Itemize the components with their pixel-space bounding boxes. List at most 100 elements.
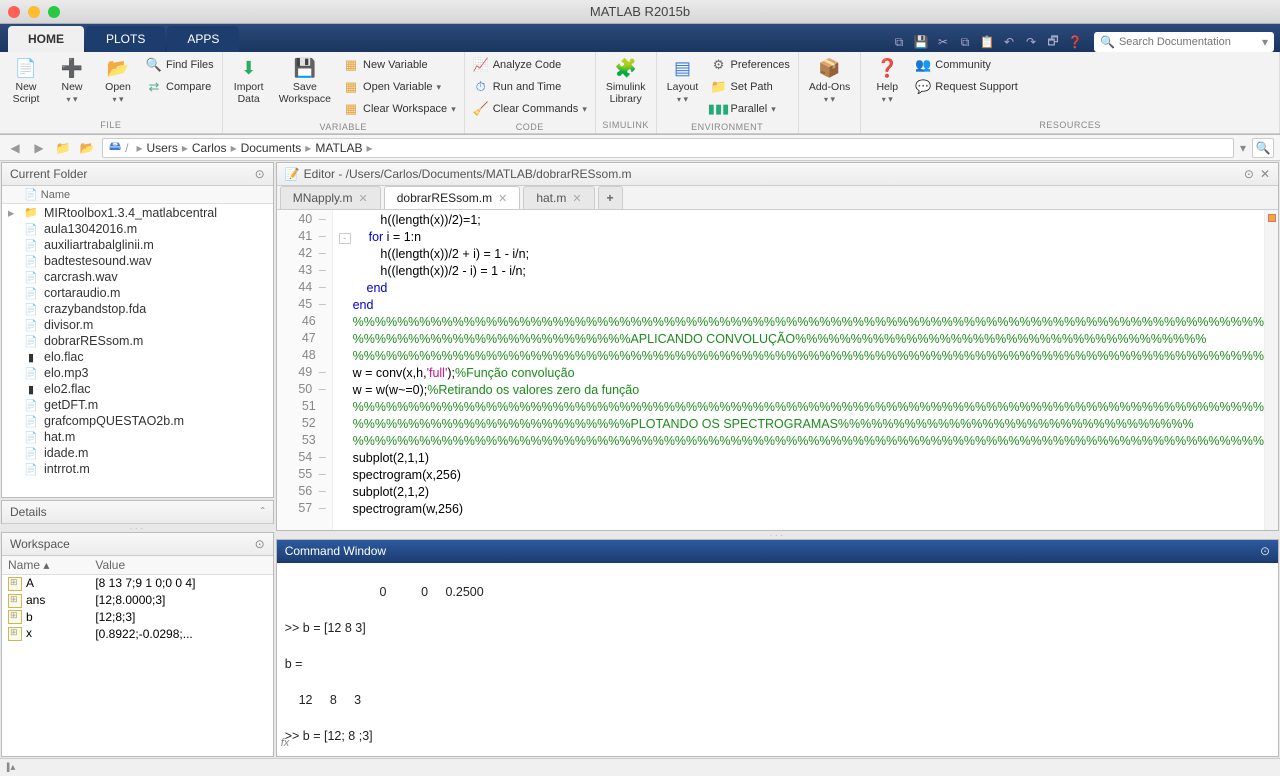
addons-button[interactable]: 📦 Add-Ons ▾ [803, 54, 856, 107]
code-line[interactable]: %%%%%%%%%%%%%%%%%%%%%%%%%%%%%%%%%%%%%%%%… [339, 433, 1264, 450]
workspace-row[interactable]: b[12;8;3] [2, 609, 273, 626]
find-files-button[interactable]: 🔍 Find Files [142, 54, 218, 76]
file-item[interactable]: 📄idade.m [2, 445, 273, 461]
request-support-button[interactable]: 💬 Request Support [911, 76, 1022, 98]
new-button[interactable]: ➕ New ▾ [50, 54, 94, 107]
qa-help-icon[interactable]: ❓ [1066, 33, 1084, 51]
details-expand-icon[interactable]: ˆ [261, 505, 265, 519]
cmd-actions-icon[interactable]: ⊙ [1260, 544, 1270, 558]
preferences-button[interactable]: ⚙ Preferences [707, 54, 794, 76]
search-documentation[interactable]: 🔍 ▾ [1094, 32, 1274, 52]
code-line[interactable]: w = w(w~=0);%Retirando os valores zero d… [339, 382, 1264, 399]
import-data-button[interactable]: ⬇ Import Data [227, 54, 271, 107]
horizontal-splitter[interactable] [0, 525, 275, 531]
cf-column-header[interactable]: 📄 Name [2, 186, 273, 204]
path-field[interactable]: 🖴 /▸ Users▸ Carlos▸ Documents▸ MATLAB▸ [102, 138, 1234, 158]
code-line[interactable]: - for i = 1:n [339, 229, 1264, 246]
open-variable-button[interactable]: ▦ Open Variable [339, 76, 460, 98]
compare-button[interactable]: ⇄ Compare [142, 76, 218, 98]
minimize-window[interactable] [28, 6, 40, 18]
search-input[interactable] [1119, 36, 1262, 48]
code-line[interactable]: end [339, 297, 1264, 314]
disclosure-icon[interactable]: ▸ [8, 205, 18, 220]
editor-code[interactable]: h((length(x))/2)=1;- for i = 1:n h((leng… [333, 210, 1264, 530]
ws-col-name[interactable]: Name ▴ [2, 556, 89, 575]
save-workspace-button[interactable]: 💾 Save Workspace [273, 54, 337, 107]
file-item[interactable]: 📄auxiliartrabalglinii.m [2, 237, 273, 253]
file-item[interactable]: 📄cortaraudio.m [2, 285, 273, 301]
forward-icon[interactable]: ▶ [30, 139, 48, 157]
current-folder-titlebar[interactable]: Current Folder ⊙ [2, 163, 273, 186]
code-line[interactable]: %%%%%%%%%%%%%%%%%%%%%%%%%%%%%%%%%%%%%%%%… [339, 399, 1264, 416]
editor-close-icon[interactable]: ✕ [1260, 167, 1270, 181]
file-item[interactable]: ▮elo.flac [2, 349, 273, 365]
code-line[interactable]: w = conv(x,h,'full');%Função convolução [339, 365, 1264, 382]
clear-commands-button[interactable]: 🧹 Clear Commands [469, 98, 591, 120]
details-titlebar[interactable]: Details ˆ [2, 501, 273, 524]
up-folder-icon[interactable]: 📁 [54, 139, 72, 157]
file-item[interactable]: 📄badtestesound.wav [2, 253, 273, 269]
workspace-row[interactable]: A[8 13 7;9 1 0;0 0 4] [2, 575, 273, 592]
new-script-button[interactable]: 📄 New Script [4, 54, 48, 107]
back-icon[interactable]: ◀ [6, 139, 24, 157]
code-line[interactable]: %%%%%%%%%%%%%%%%%%%%%%%%%%%%%%%%%%%%%%%%… [339, 314, 1264, 331]
command-window-titlebar[interactable]: Command Window ⊙ [277, 540, 1278, 563]
file-item[interactable]: ▮elo2.flac [2, 381, 273, 397]
new-tab-button[interactable]: + [598, 186, 623, 209]
editor-message-bar[interactable] [1264, 210, 1278, 530]
panel-actions-icon[interactable]: ⊙ [255, 167, 265, 181]
close-window[interactable] [8, 6, 20, 18]
tab-close-icon[interactable]: ✕ [498, 192, 507, 205]
layout-button[interactable]: ▤ Layout ▾ [661, 54, 705, 107]
editor-tab[interactable]: dobrarRESsom.m✕ [384, 186, 521, 209]
file-item[interactable]: 📄hat.m [2, 429, 273, 445]
qa-copy-icon[interactable]: ⧉ [956, 33, 974, 51]
qa-icon-1[interactable]: ⧉ [890, 33, 908, 51]
zoom-window[interactable] [48, 6, 60, 18]
browse-icon[interactable]: 📂 [78, 139, 96, 157]
code-line[interactable]: h((length(x))/2)=1; [339, 212, 1264, 229]
help-button[interactable]: ❓ Help ▾ [865, 54, 909, 107]
editor-restore-icon[interactable]: ⊙ [1244, 167, 1254, 181]
path-seg[interactable]: Documents [241, 141, 302, 155]
qa-cut-icon[interactable]: ✂ [934, 33, 952, 51]
qa-save-icon[interactable]: 💾 [912, 33, 930, 51]
qa-redo-icon[interactable]: ↷ [1022, 33, 1040, 51]
tab-close-icon[interactable]: ✕ [572, 192, 581, 205]
code-line[interactable]: spectrogram(x,256) [339, 467, 1264, 484]
qa-undo-icon[interactable]: ↶ [1000, 33, 1018, 51]
workspace-table[interactable]: Name ▴ Value A[8 13 7;9 1 0;0 0 4]ans[12… [2, 556, 273, 756]
parallel-button[interactable]: ▮▮▮ Parallel [707, 98, 794, 120]
file-item[interactable]: 📄aula13042016.m [2, 221, 273, 237]
code-line[interactable]: %%%%%%%%%%%%%%%%%%%%%%%%%APLICANDO CONVO… [339, 331, 1264, 348]
path-seg[interactable]: MATLAB [315, 141, 362, 155]
file-item[interactable]: 📄crazybandstop.fda [2, 301, 273, 317]
path-seg[interactable]: Users [147, 141, 178, 155]
tab-apps[interactable]: APPS [167, 26, 239, 52]
analyze-code-button[interactable]: 📈 Analyze Code [469, 54, 591, 76]
file-item[interactable]: 📄carcrash.wav [2, 269, 273, 285]
file-item[interactable]: 📄dobrarRESsom.m [2, 333, 273, 349]
file-item[interactable]: 📄getDFT.m [2, 397, 273, 413]
open-button[interactable]: 📂 Open ▾ [96, 54, 140, 107]
editor-titlebar[interactable]: 📝 Editor - /Users/Carlos/Documents/MATLA… [277, 163, 1278, 186]
search-dropdown-icon[interactable]: ▾ [1262, 35, 1268, 49]
workspace-row[interactable]: x[0.8922;-0.0298;... [2, 625, 273, 642]
simulink-library-button[interactable]: 🧩 Simulink Library [600, 54, 652, 107]
path-dropdown-icon[interactable]: ▾ [1240, 141, 1246, 155]
path-search-button[interactable]: 🔍 [1252, 138, 1274, 158]
file-item[interactable]: 📄grafcompQUESTAO2b.m [2, 413, 273, 429]
path-seg[interactable]: Carlos [192, 141, 227, 155]
tab-close-icon[interactable]: ✕ [359, 192, 368, 205]
workspace-titlebar[interactable]: Workspace ⊙ [2, 533, 273, 556]
community-button[interactable]: 👥 Community [911, 54, 1022, 76]
code-line[interactable]: subplot(2,1,2) [339, 484, 1264, 501]
qa-switch-icon[interactable]: 🗗 [1044, 33, 1062, 51]
code-line[interactable]: %%%%%%%%%%%%%%%%%%%%%%%%%%%%%%%%%%%%%%%%… [339, 348, 1264, 365]
file-item[interactable]: 📄elo.mp3 [2, 365, 273, 381]
file-item[interactable]: ▸📁MIRtoolbox1.3.4_matlabcentral [2, 204, 273, 221]
file-item[interactable]: 📄intrrot.m [2, 461, 273, 477]
code-line[interactable]: h((length(x))/2 + i) = 1 - i/n; [339, 246, 1264, 263]
code-line[interactable]: spectrogram(w,256) [339, 501, 1264, 518]
fx-prompt-icon[interactable]: fx [281, 735, 290, 752]
